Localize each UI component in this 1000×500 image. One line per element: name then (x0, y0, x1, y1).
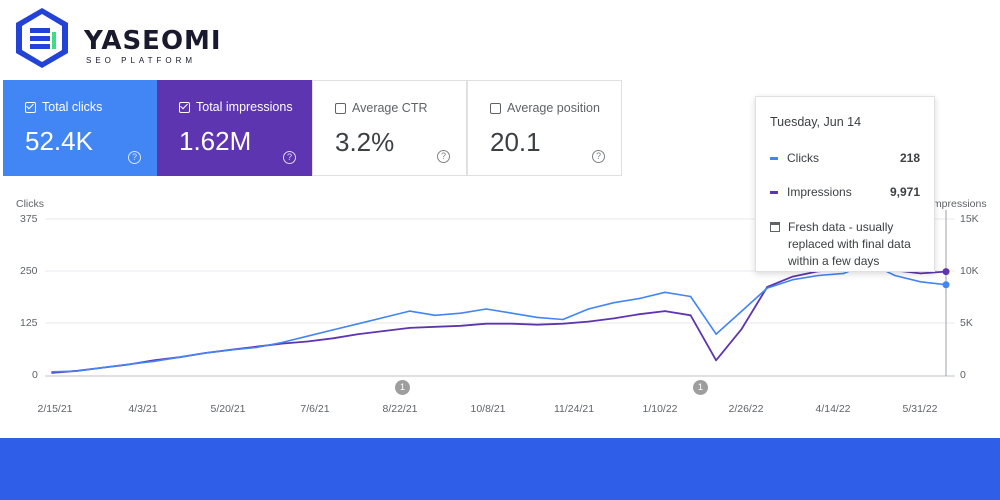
y-tick-label: 250 (20, 265, 38, 277)
metric-value: 1.62M (179, 126, 252, 156)
tooltip-row-value: 9,971 (889, 185, 920, 199)
metric-card-average-position[interactable]: Average position 20.1 ? (467, 80, 622, 176)
brand-name: YASEOMI (84, 26, 222, 56)
x-tick-label: 1/10/22 (642, 403, 678, 415)
x-tick-label: 10/8/21 (470, 403, 506, 415)
y-tick-label: 375 (20, 213, 38, 225)
checkbox-icon[interactable] (179, 101, 190, 113)
tooltip-row-name: Impressions (787, 185, 852, 199)
metric-label: Total impressions (196, 100, 293, 114)
metric-card-total-impressions[interactable]: Total impressions 1.62M ? (157, 80, 312, 176)
y2-tick-label: 0 (960, 369, 966, 381)
metric-card-average-ctr[interactable]: Average CTR 3.2% ? (312, 80, 467, 176)
checkbox-icon[interactable] (25, 101, 36, 113)
y-tick-label: 0 (32, 369, 38, 381)
y-axis-title: Clicks (16, 198, 44, 210)
fresh-data-text: Fresh data - usually replaced with final… (788, 220, 911, 268)
help-icon[interactable]: ? (128, 151, 141, 164)
metric-label: Average CTR (352, 101, 428, 115)
fresh-data-note: Fresh data - usually replaced with final… (770, 219, 920, 270)
y2-tick-label: 10K (960, 265, 979, 277)
help-icon[interactable]: ? (283, 151, 296, 164)
x-tick-label: 7/6/21 (300, 403, 330, 415)
x-tick-label: 4/3/21 (128, 403, 158, 415)
y2-tick-label: 5K (960, 317, 973, 329)
y2-tick-label: 15K (960, 213, 979, 225)
x-tick-label: 5/20/21 (210, 403, 246, 415)
help-icon[interactable]: ? (437, 150, 450, 163)
brand-logo: YASEOMI SEO PLATFORM (10, 6, 221, 70)
tooltip-row-name: Clicks (787, 151, 819, 165)
clicks-legend-swatch (770, 156, 778, 160)
footer-bar (0, 438, 1000, 500)
metric-value: 52.4K (25, 126, 93, 156)
x-tick-label: 2/26/22 (728, 403, 764, 415)
x-tick-label: 4/14/22 (815, 403, 851, 415)
tooltip-row-impressions: Impressions 9,971 (770, 185, 920, 199)
metric-label: Total clicks (42, 100, 103, 114)
annotation-marker[interactable]: 1 (693, 380, 708, 395)
annotation-marker[interactable]: 1 (395, 380, 410, 395)
tooltip-date: Tuesday, Jun 14 (770, 115, 862, 129)
calendar-icon (770, 222, 780, 232)
brand-tagline: SEO PLATFORM (86, 56, 197, 65)
hexagon-logo-icon (16, 8, 68, 68)
metric-label: Average position (507, 101, 600, 115)
tooltip-row-clicks: Clicks 218 (770, 151, 920, 165)
metric-card-total-clicks[interactable]: Total clicks 52.4K ? (3, 80, 157, 176)
checkbox-icon[interactable] (335, 102, 346, 114)
y-tick-label: 125 (20, 317, 38, 329)
x-tick-label: 2/15/21 (37, 403, 73, 415)
help-icon[interactable]: ? (592, 150, 605, 163)
metric-value: 3.2% (335, 127, 395, 157)
impressions-legend-swatch (770, 190, 778, 194)
checkbox-icon[interactable] (490, 102, 501, 114)
x-tick-label: 11/24/21 (553, 403, 595, 415)
tooltip-row-value: 218 (899, 151, 920, 165)
chart-tooltip: Tuesday, Jun 14 Clicks 218 Impressions 9… (755, 96, 935, 272)
metric-value: 20.1 (490, 127, 541, 157)
x-tick-label: 5/31/22 (902, 403, 938, 415)
y2-axis-title: Impressions (930, 198, 987, 210)
x-tick-label: 8/22/21 (382, 403, 418, 415)
